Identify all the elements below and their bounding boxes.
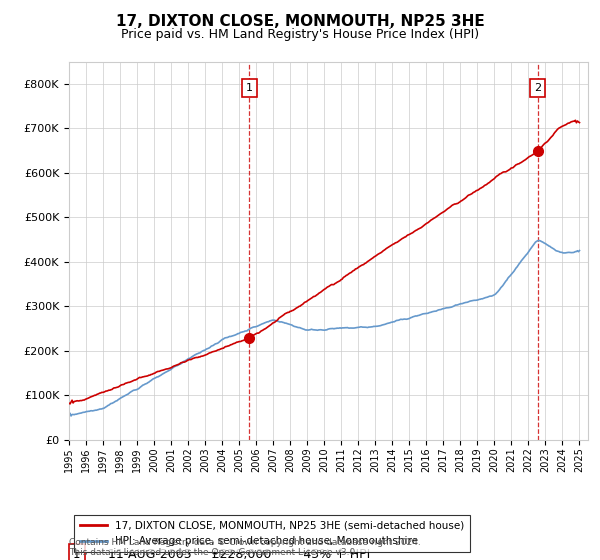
Text: 11-AUG-2005     £228,000        45% ↑ HPI: 11-AUG-2005 £228,000 45% ↑ HPI [108, 548, 370, 560]
Text: 1: 1 [246, 83, 253, 94]
Text: Price paid vs. HM Land Registry's House Price Index (HPI): Price paid vs. HM Land Registry's House … [121, 28, 479, 41]
Legend: 17, DIXTON CLOSE, MONMOUTH, NP25 3HE (semi-detached house), HPI: Average price, : 17, DIXTON CLOSE, MONMOUTH, NP25 3HE (se… [74, 515, 470, 553]
Text: Contains HM Land Registry data © Crown copyright and database right 2024.
This d: Contains HM Land Registry data © Crown c… [69, 538, 421, 557]
Text: 2: 2 [534, 83, 541, 94]
Text: 1: 1 [73, 548, 80, 560]
Text: 17, DIXTON CLOSE, MONMOUTH, NP25 3HE: 17, DIXTON CLOSE, MONMOUTH, NP25 3HE [116, 14, 484, 29]
